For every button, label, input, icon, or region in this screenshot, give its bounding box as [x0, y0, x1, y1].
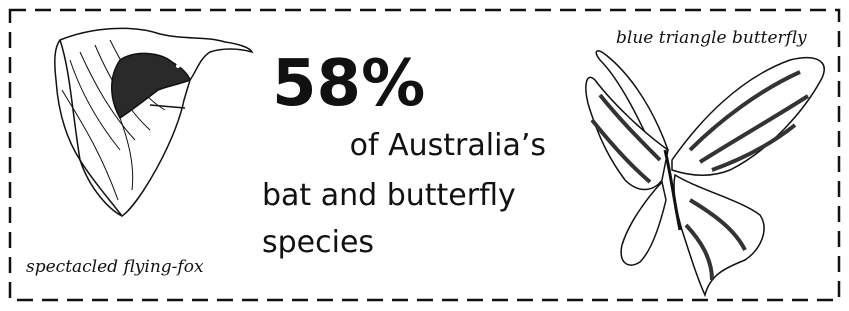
description-line: species	[262, 225, 374, 260]
image-caption: blue triangle butterfly	[616, 28, 807, 48]
stat: 58%	[272, 47, 425, 121]
bat-illustration	[55, 28, 252, 216]
butterfly-illustration	[586, 51, 824, 295]
image-caption: spectacled flying-fox	[26, 257, 204, 277]
infographic: 58% of Australia’s bat and butterfly spe…	[0, 0, 849, 311]
page: {"stat": "58%", "description": {"lines":…	[0, 0, 849, 311]
description-line: of Australia’s	[350, 128, 546, 163]
description-line: bat and butterfly	[262, 178, 516, 213]
